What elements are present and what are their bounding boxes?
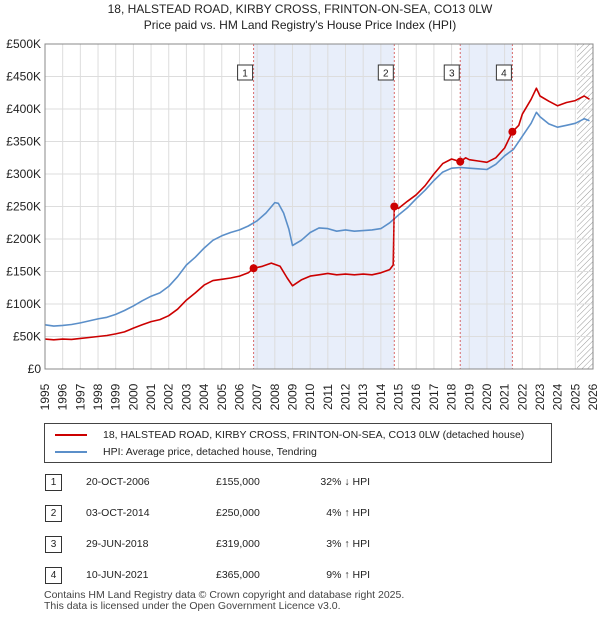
legend-label-property: 18, HALSTEAD ROAD, KIRBY CROSS, FRINTON-… <box>103 429 525 441</box>
x-tick-label: 1998 <box>91 383 105 410</box>
sale-price: £319,000 <box>216 538 260 550</box>
table-row: 4 10-JUN-2021 £365,000 9% ↑ HPI <box>0 565 600 587</box>
sale-price: £155,000 <box>216 476 260 488</box>
x-tick-label: 2017 <box>427 383 441 410</box>
series-line <box>44 87 590 341</box>
x-tick-label: 2009 <box>285 383 299 410</box>
y-tick-label: £250K <box>6 200 41 214</box>
table-row: 1 20-OCT-2006 £155,000 32% ↓ HPI <box>0 472 600 494</box>
legend-label-hpi: HPI: Average price, detached house, Tend… <box>103 446 317 458</box>
x-tick-label: 2005 <box>215 383 229 410</box>
x-tick-label: 2026 <box>586 383 600 410</box>
sale-label: 4 <box>501 69 507 80</box>
sale-hpi-diff: 4% ↑ HPI <box>326 507 370 519</box>
x-tick-label: 2020 <box>480 383 494 410</box>
sale-date: 20-OCT-2006 <box>86 476 150 488</box>
y-tick-label: £200K <box>6 232 41 246</box>
sale-number-badge: 2 <box>45 505 62 522</box>
x-tick-label: 2021 <box>498 383 512 410</box>
x-tick-label: 2006 <box>232 383 246 410</box>
sale-point <box>390 202 399 211</box>
y-tick-label: £150K <box>6 265 41 279</box>
y-tick-label: £50K <box>13 330 41 344</box>
x-tick-label: 2010 <box>303 383 317 410</box>
sale-label-box <box>237 64 254 81</box>
x-tick-label: 2007 <box>250 383 264 410</box>
sale-point <box>456 157 465 166</box>
x-tick-label: 2012 <box>339 383 353 410</box>
x-tick-label: 2011 <box>321 384 335 410</box>
price-chart: 18, HALSTEAD ROAD, KIRBY CROSS, FRINTON-… <box>6 2 600 410</box>
sale-label-box <box>443 64 460 81</box>
sale-label: 2 <box>383 69 389 80</box>
footer-attribution: Contains HM Land Registry data © Crown c… <box>44 590 404 612</box>
sale-number-badge: 4 <box>45 567 62 584</box>
x-tick-label: 1996 <box>56 383 70 410</box>
x-tick-label: 1997 <box>73 383 87 410</box>
sale-label: 1 <box>242 69 248 80</box>
footer-copyright: Contains HM Land Registry data © Crown c… <box>44 589 405 601</box>
table-row: 2 03-OCT-2014 £250,000 4% ↑ HPI <box>0 503 600 525</box>
series-lines <box>44 87 590 341</box>
y-tick-label: £100K <box>6 297 41 311</box>
series-line <box>44 111 590 327</box>
table-row: 3 29-JUN-2018 £319,000 3% ↑ HPI <box>0 534 600 556</box>
y-tick-label: £300K <box>6 167 41 181</box>
sale-point <box>508 127 517 136</box>
y-tick-label: £400K <box>6 102 41 116</box>
sale-hpi-diff: 3% ↑ HPI <box>326 538 370 550</box>
y-tick-label: £450K <box>6 70 41 84</box>
chart-title: 18, HALSTEAD ROAD, KIRBY CROSS, FRINTON-… <box>108 2 493 16</box>
legend-item-property: 18, HALSTEAD ROAD, KIRBY CROSS, FRINTON-… <box>55 427 524 443</box>
sale-date: 10-JUN-2021 <box>86 569 149 581</box>
plot-border <box>44 43 594 370</box>
x-tick-label: 2014 <box>374 383 388 410</box>
sale-label: 3 <box>449 69 455 80</box>
y-tick-label: £500K <box>6 37 41 51</box>
chart-subtitle: Price paid vs. HM Land Registry's House … <box>144 18 456 32</box>
x-tick-label: 2015 <box>392 383 406 410</box>
sale-label-box <box>495 64 512 81</box>
x-tick-label: 2000 <box>126 383 140 410</box>
y-axis-ticks: £0 £50K £100K £150K £200K £250K £300K £350K £400… <box>6 37 41 376</box>
sale-number-badge: 1 <box>45 474 62 491</box>
sale-number-badge: 3 <box>45 536 62 553</box>
y-tick-label: £0 <box>28 362 42 376</box>
sale-price: £250,000 <box>216 507 260 519</box>
x-tick-label: 2008 <box>268 383 282 410</box>
sale-label-box <box>377 64 394 81</box>
x-tick-label: 2018 <box>445 383 459 410</box>
x-tick-label: 2023 <box>533 383 547 410</box>
x-tick-label: 2003 <box>179 383 193 410</box>
footer-license: This data is licensed under the Open Gov… <box>44 600 341 612</box>
sale-price: £365,000 <box>216 569 260 581</box>
x-tick-label: 2025 <box>568 383 582 410</box>
sale-date: 29-JUN-2018 <box>86 538 149 550</box>
sale-point <box>249 264 258 273</box>
x-axis-ticks: 1995 1996 1997 1998 1999 2000 2001 2002 2003 2004… <box>38 383 600 410</box>
sale-markers: 1 2 3 4 <box>237 44 517 369</box>
legend-swatch-property <box>55 434 87 436</box>
sale-hpi-diff: 32% ↓ HPI <box>320 476 370 488</box>
x-tick-label: 1995 <box>38 383 52 410</box>
y-tick-label: £350K <box>6 135 41 149</box>
legend-item-hpi: HPI: Average price, detached house, Tend… <box>55 444 317 460</box>
chart-legend: 18, HALSTEAD ROAD, KIRBY CROSS, FRINTON-… <box>44 423 552 463</box>
legend-swatch-hpi <box>55 451 87 453</box>
x-tick-label: 2022 <box>515 383 529 410</box>
x-tick-label: 2024 <box>551 383 565 410</box>
sale-hpi-diff: 9% ↑ HPI <box>326 569 370 581</box>
sale-date: 03-OCT-2014 <box>86 507 150 519</box>
x-tick-label: 2001 <box>144 383 158 410</box>
x-tick-label: 1999 <box>109 383 123 410</box>
x-tick-label: 2019 <box>462 383 476 410</box>
x-tick-label: 2016 <box>409 383 423 410</box>
x-tick-label: 2002 <box>162 383 176 410</box>
x-tick-label: 2013 <box>356 383 370 410</box>
x-tick-label: 2004 <box>197 383 211 410</box>
